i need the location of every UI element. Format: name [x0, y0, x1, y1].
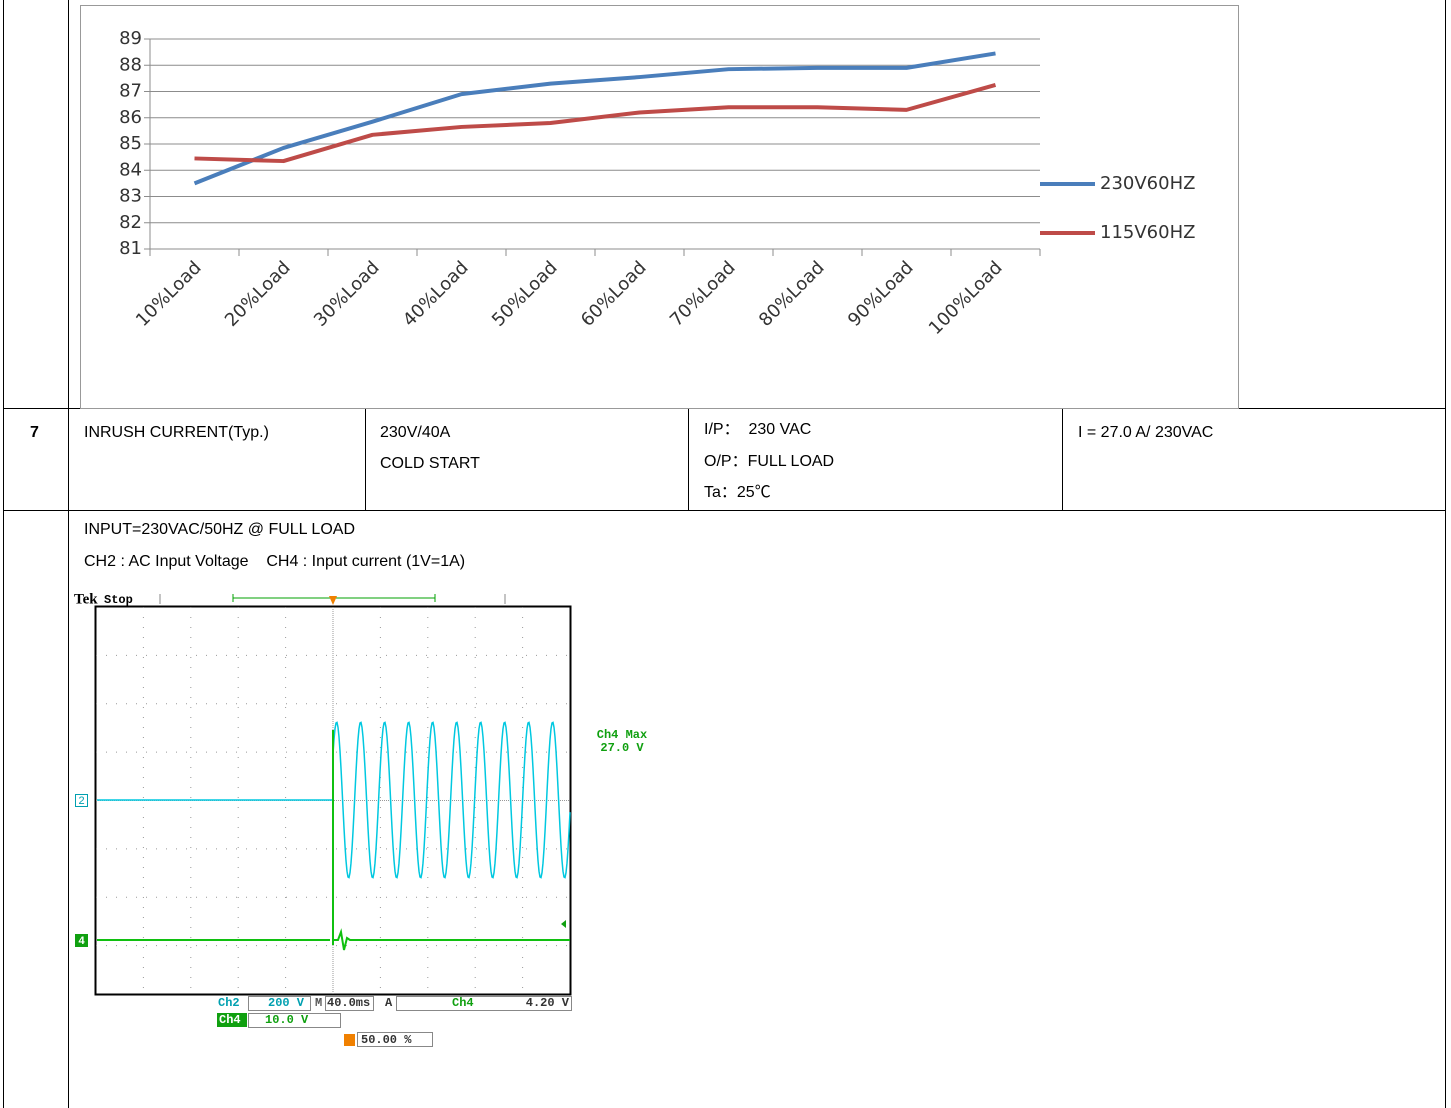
x-tick-label: 10%Load — [132, 257, 206, 331]
x-tick-label: 70%Load — [666, 257, 740, 331]
x-tick-label: 50%Load — [488, 257, 562, 331]
setup: O/P：FULL LOAD — [704, 453, 834, 470]
ch4-label: Ch4 — [219, 1013, 241, 1027]
ch2-marker: 2 — [78, 795, 84, 807]
measure-value: 27.0 V — [600, 741, 644, 755]
ch2-marker-box — [75, 794, 88, 807]
readout-box — [248, 1013, 341, 1028]
note: CH2 : AC Input Voltage CH4 : Input curre… — [84, 553, 465, 570]
series-line — [194, 83, 997, 164]
y-tick-label: 87 — [119, 81, 142, 102]
y-tick-label: 88 — [119, 54, 142, 75]
y-tick-label: 81 — [119, 238, 142, 259]
legend-label: 230V60HZ — [1100, 173, 1195, 194]
legend-label: 115V60HZ — [1100, 222, 1195, 243]
y-tick-label: 89 — [119, 28, 142, 49]
ch4-scale: 10.0 V — [265, 1013, 309, 1027]
measure-name: Ch4 Max — [597, 728, 647, 742]
x-tick-label: 40%Load — [399, 257, 473, 331]
y-tick-label: 86 — [119, 107, 142, 128]
note: INPUT=230VAC/50HZ @ FULL LOAD — [84, 521, 355, 538]
x-tick-label: 20%Load — [221, 257, 295, 331]
ch2-label: Ch2 — [218, 996, 240, 1010]
row-number: 7 — [30, 424, 39, 441]
chart: 81 82 83 84 85 86 87 88 89 10%Load 20%Load 30%Load 4… — [119, 28, 1195, 339]
scope-brand: Tek — [74, 591, 98, 607]
ch4-label-box — [217, 1013, 247, 1027]
trigger-level-arrow — [561, 920, 566, 928]
trigger-position: 50.00 % — [361, 1033, 412, 1047]
result: I = 27.0 A/ 230VAC — [1078, 424, 1213, 441]
item: INRUSH CURRENT(Typ.) — [84, 424, 269, 441]
setup: Ta：25℃ — [704, 484, 771, 501]
trigger-mode: A — [385, 996, 393, 1010]
series-line — [193, 51, 996, 186]
readout-box — [248, 996, 311, 1011]
trigger-source: Ch4 — [452, 996, 474, 1010]
timebase: 40.0ms — [327, 996, 370, 1010]
trigger-pos-box — [344, 1034, 355, 1046]
ch4-waveform — [97, 730, 570, 951]
chart-frame — [80, 5, 1239, 409]
readout-box — [357, 1032, 433, 1047]
trigger-level: 4.20 V — [526, 996, 570, 1010]
y-tick-label: 82 — [119, 212, 142, 233]
condition: 230V/40A — [380, 424, 451, 441]
trigger-arrow — [329, 596, 337, 605]
condition: COLD START — [380, 455, 480, 472]
setup: I/P： 230 VAC — [704, 421, 811, 438]
y-tick-label: 85 — [119, 133, 142, 154]
ch2-waveform — [97, 721, 571, 879]
x-tick-label: 100%Load — [925, 257, 1007, 339]
ch4-marker-box — [75, 934, 88, 947]
x-tick-label: 90%Load — [844, 257, 918, 331]
x-tick-label: 80%Load — [755, 257, 829, 331]
scope: Tek Stop T 2 4 Ch4 Max 27.0 V Ch2 200 V … — [74, 591, 647, 1047]
time-prefix: M — [315, 996, 322, 1010]
y-tick-label: 83 — [119, 186, 142, 207]
y-tick-label: 84 — [119, 159, 142, 180]
readout-box — [325, 996, 374, 1011]
ch4-marker: 4 — [78, 935, 85, 947]
x-tick-label: 30%Load — [310, 257, 384, 331]
scope-status: Stop — [104, 593, 133, 607]
ch2-scale: 200 V — [268, 996, 305, 1010]
x-tick-label: 60%Load — [577, 257, 651, 331]
readout-box — [396, 996, 572, 1011]
